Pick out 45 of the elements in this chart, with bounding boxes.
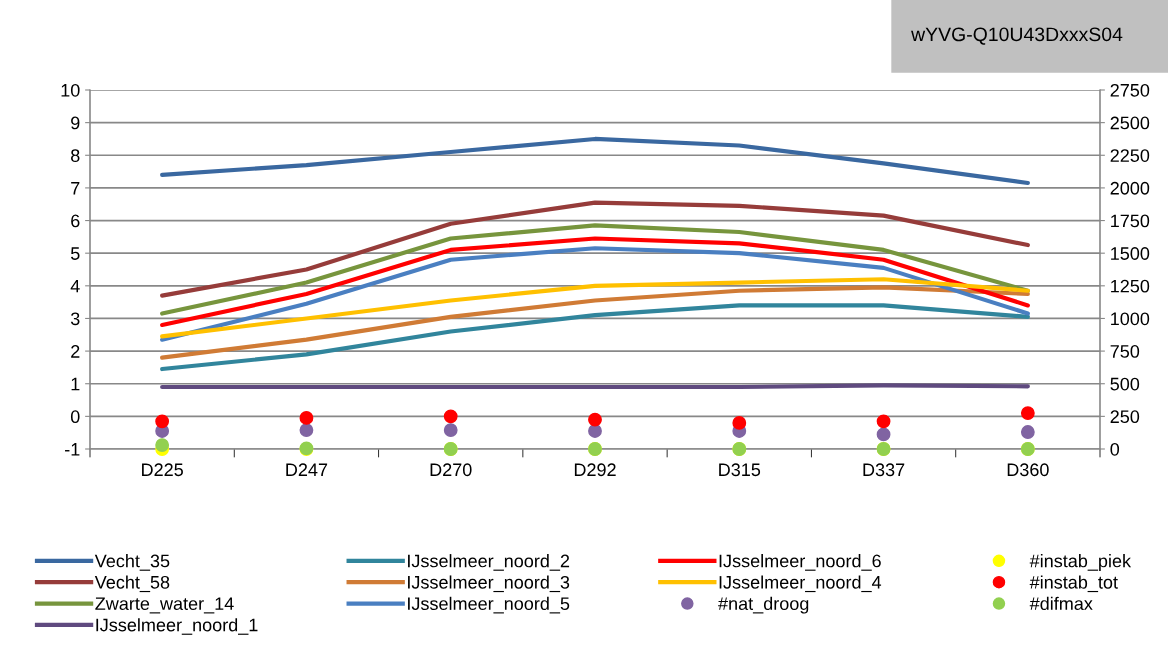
y2-tick-label: 2250	[1110, 149, 1150, 162]
y-tick-label: 3	[70, 312, 80, 326]
legend-label: Vecht_35	[94, 554, 170, 571]
x-tick-label: D360	[1007, 463, 1049, 477]
y-tick-label: 6	[71, 214, 80, 228]
y2-tick-label: 1250	[1111, 279, 1150, 293]
y2-tick-label: 1500	[1111, 247, 1150, 260]
y-tick-label: 2	[71, 345, 80, 358]
legend-label: IJsselmeer_noord_5	[408, 596, 570, 614]
y2-tick-label: 500	[1110, 377, 1140, 391]
y2-tick-label: 1750	[1111, 214, 1150, 228]
x-tick-label: D247	[286, 463, 328, 476]
y2-tick-label: 1000	[1111, 312, 1150, 326]
y2-tick-label: 2500	[1110, 116, 1150, 130]
y2-tick-label: 2000	[1110, 181, 1150, 195]
legend-label: IJsselmeer_noord_3	[408, 575, 570, 593]
legend-label: Zwarte_water_14	[95, 597, 234, 614]
x-tick-label: D225	[142, 463, 183, 477]
y2-tick-label: 2750	[1110, 83, 1150, 97]
legend-label: IJsselmeer_noord_4	[719, 575, 882, 593]
legend-label: #nat_droog	[718, 596, 809, 614]
x-tick-label: D315	[719, 463, 761, 477]
x-tick-label: D270	[430, 463, 472, 477]
y-tick-label: 8	[71, 149, 80, 162]
y-tick-label: 0	[70, 410, 80, 424]
legend-label: IJsselmeer_noord_2	[408, 554, 570, 571]
y-tick-label: 7	[71, 182, 80, 195]
chart-title: wYVG-Q10U43DxxxS04	[911, 27, 1123, 45]
y2-tick-label: 250	[1110, 410, 1140, 424]
y2-tick-label: 750	[1110, 345, 1140, 358]
legend-label: Vecht_58	[94, 575, 170, 593]
legend-label: IJsselmeer_noord_1	[96, 618, 258, 635]
x-tick-label: D292	[574, 463, 616, 477]
y-tick-label: 4	[70, 279, 80, 293]
x-tick-label: D337	[863, 463, 905, 477]
y-tick-label: -1	[65, 443, 80, 456]
legend-label: #instab_piek	[1029, 554, 1132, 571]
legend-label: IJsselmeer_noord_6	[719, 554, 881, 571]
legend-label: #instab_tot	[1029, 575, 1118, 593]
y-tick-label: 1	[71, 377, 80, 391]
y2-tick-label: 0	[1110, 442, 1120, 456]
y-tick-label: 5	[70, 247, 80, 260]
y-tick-label: 10	[61, 83, 80, 97]
y-tick-label: 9	[71, 116, 80, 130]
legend-label: #difmax	[1029, 596, 1093, 611]
